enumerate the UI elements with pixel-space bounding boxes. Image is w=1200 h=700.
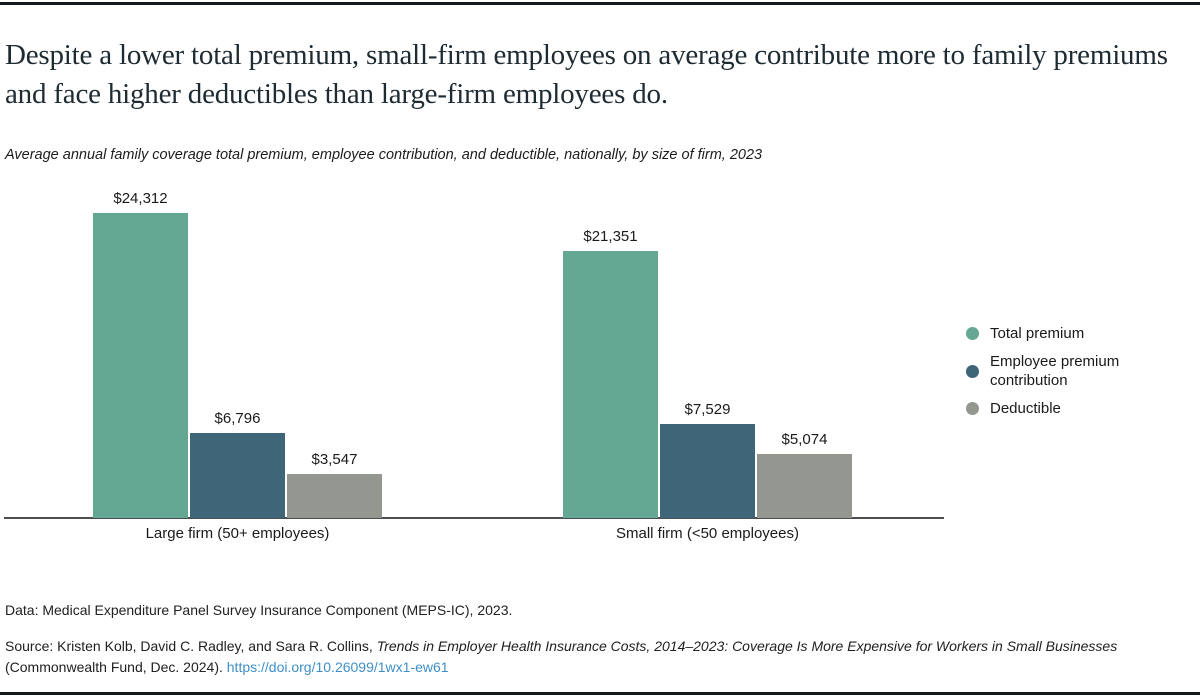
bar-total-premium-group1 — [93, 213, 188, 518]
bar-value-label: $5,074 — [781, 431, 828, 448]
bar-value-label: $7,529 — [684, 401, 731, 418]
x-axis-category-label: Small firm (<50 employees) — [616, 525, 799, 542]
top-accent-bar — [0, 2, 1200, 5]
source-suffix: (Commonwealth Fund, Dec. 2024). — [5, 658, 227, 675]
source-report-title: Trends in Employer Health Insurance Cost… — [376, 638, 1118, 654]
source-note: Source: Kristen Kolb, David C. Radley, a… — [5, 636, 1165, 677]
legend-label: Employee premium contribution — [990, 353, 1120, 389]
bar-deductible-group2 — [757, 454, 852, 518]
bar-value-label: $24,312 — [113, 190, 168, 207]
chart-headline: Despite a lower total premium, small-fir… — [5, 39, 1168, 110]
doi-link[interactable]: https://doi.org/10.26099/1wx1-ew61 — [226, 658, 449, 675]
legend-label: Total premium — [990, 325, 1085, 342]
bar-value-label: $3,547 — [311, 451, 358, 468]
source-prefix: Source: Kristen Kolb, David C. Radley, a… — [5, 638, 377, 654]
bar-employee-premium-contribution-group2 — [660, 424, 755, 518]
bar-total-premium-group2 — [563, 251, 658, 518]
data-note: Data: Medical Expenditure Panel Survey I… — [5, 602, 513, 618]
bar-value-label: $6,796 — [214, 410, 261, 427]
legend-item: Deductible — [966, 399, 1142, 418]
bar-employee-premium-contribution-group1 — [190, 433, 285, 518]
bottom-accent-bar — [0, 692, 1200, 695]
bar-deductible-group1 — [287, 474, 382, 518]
x-axis-category-label: Large firm (50+ employees) — [145, 525, 330, 542]
bar-value-label: $21,351 — [583, 228, 638, 245]
legend: Total premium Employee premium contributi… — [966, 324, 1142, 418]
chart-subtitle: Average annual family coverage total pre… — [5, 147, 763, 163]
legend-item: Total premium — [966, 324, 1142, 343]
legend-swatch-icon — [966, 364, 979, 378]
legend-swatch-icon — [966, 402, 979, 415]
legend-label: Deductible — [990, 400, 1061, 417]
legend-swatch-icon — [966, 327, 979, 340]
x-axis-line — [4, 517, 944, 519]
legend-item: Employee premium contribution — [966, 352, 1142, 390]
